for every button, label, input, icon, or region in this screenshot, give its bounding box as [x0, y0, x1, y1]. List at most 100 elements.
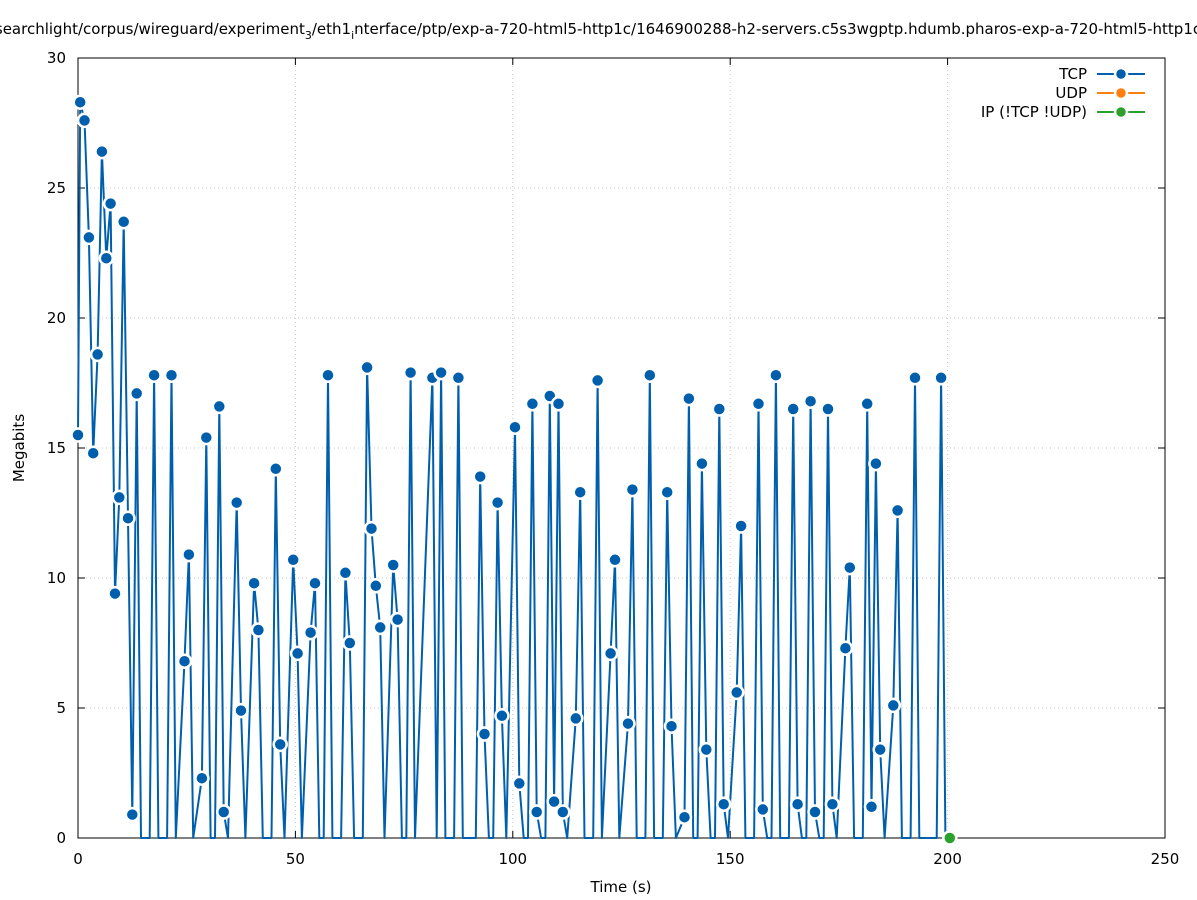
data-point-tcp	[789, 796, 806, 812]
data-point-tcp	[546, 793, 562, 810]
y-tick-label: 10	[47, 569, 66, 587]
data-point-tcp	[450, 370, 467, 386]
x-axis-label: Time (s)	[590, 878, 652, 896]
data-point-tcp	[494, 708, 510, 724]
data-point-tcp	[302, 624, 319, 641]
legend-marker-tcp	[1113, 66, 1129, 82]
data-point-tcp	[285, 552, 301, 568]
data-point-tcp	[768, 367, 784, 383]
data-point-tcp	[663, 718, 680, 734]
x-tick-label: 250	[1151, 850, 1180, 868]
data-point-tcp	[342, 635, 358, 651]
data-point-tcp	[698, 741, 715, 758]
data-point-tcp	[176, 653, 193, 669]
y-tick-label: 25	[47, 179, 66, 197]
data-point-tcp	[433, 364, 449, 381]
data-point-tcp	[602, 645, 619, 662]
x-tick-label: 50	[286, 850, 305, 868]
data-point-tcp	[489, 494, 506, 511]
data-point-tcp	[694, 455, 710, 472]
data-point-tcp	[402, 364, 419, 381]
data-point-tcp	[524, 396, 541, 412]
data-point-tcp	[363, 520, 380, 537]
legend-label-ip-tcp-udp: IP (!TCP !UDP)	[981, 103, 1087, 121]
data-point-tcp	[607, 552, 623, 568]
data-point-tcp	[550, 396, 567, 412]
data-point-tcp	[681, 390, 697, 407]
data-point-tcp	[889, 502, 906, 519]
data-point-tcp	[528, 804, 545, 820]
data-point-tcp	[824, 796, 841, 812]
data-point-tcp	[589, 372, 606, 389]
data-point-tcp	[111, 489, 128, 506]
data-point-tcp	[572, 484, 588, 500]
data-point-tcp	[507, 419, 523, 435]
data-point-tcp	[198, 429, 215, 446]
data-point-ip-tcp-udp	[942, 830, 958, 846]
data-point-tcp	[146, 367, 162, 383]
data-point-tcp	[215, 804, 232, 820]
y-tick-label: 30	[47, 49, 66, 67]
x-tick-label: 200	[933, 850, 962, 868]
data-point-tcp	[337, 565, 354, 581]
data-point-tcp	[750, 396, 767, 412]
chart-title: searchlight/corpus/wireguard/experiment3…	[0, 20, 1197, 42]
data-point-tcp	[820, 401, 836, 417]
y-axis-label: Megabits	[10, 414, 28, 482]
x-tick-label: 150	[716, 850, 745, 868]
data-point-tcp	[102, 195, 119, 212]
data-point-tcp	[907, 370, 923, 386]
data-point-tcp	[555, 804, 571, 820]
data-point-tcp	[568, 710, 584, 727]
y-tick-label: 0	[56, 829, 66, 847]
data-point-tcp	[715, 796, 732, 812]
data-point-tcp	[733, 518, 749, 534]
data-point-tcp	[94, 143, 110, 160]
legend-marker-ip-tcp-udp	[1113, 104, 1129, 120]
data-point-tcp	[163, 367, 180, 383]
data-point-tcp	[802, 393, 819, 409]
data-point-tcp	[837, 640, 854, 656]
data-point-tcp	[85, 445, 101, 461]
x-tick-label: 100	[498, 850, 527, 868]
data-point-tcp	[228, 494, 245, 511]
data-point-tcp	[511, 775, 528, 792]
data-point-tcp	[307, 575, 323, 591]
data-point-tcp	[359, 359, 375, 376]
data-point-tcp	[389, 611, 406, 628]
data-point-tcp	[233, 702, 249, 719]
data-point-tcp	[872, 741, 888, 758]
data-point-tcp	[124, 806, 141, 823]
data-point-tcp	[120, 510, 136, 526]
data-point-tcp	[368, 578, 384, 594]
data-point-tcp	[81, 229, 97, 246]
legend-label-tcp: TCP	[1058, 65, 1087, 83]
data-point-tcp	[659, 484, 675, 500]
data-point-tcp	[842, 559, 858, 576]
data-point-tcp	[289, 645, 306, 662]
data-point-tcp	[320, 367, 336, 383]
data-point-tcp	[211, 398, 228, 415]
data-point-tcp	[868, 455, 884, 472]
data-point-tcp	[128, 385, 145, 402]
y-tick-label: 5	[56, 699, 66, 717]
data-point-tcp	[472, 468, 488, 485]
data-point-tcp	[476, 726, 493, 742]
data-point-tcp	[807, 804, 823, 820]
data-point-tcp	[268, 461, 284, 477]
data-point-tcp	[70, 427, 86, 443]
data-point-tcp	[676, 809, 693, 825]
tick-labels: 0 50 100 150 200 250 0 5 10 15 20 25 30	[47, 49, 1179, 868]
legend-marker-udp	[1113, 85, 1129, 101]
data-point-tcp	[863, 799, 880, 815]
y-tick-label: 20	[47, 309, 66, 327]
data-point-tcp	[89, 346, 106, 363]
data-point-tcp	[107, 585, 123, 602]
data-point-tcp	[728, 684, 745, 701]
data-point-tcp	[246, 575, 262, 591]
data-point-tcp	[194, 770, 210, 786]
series-points	[70, 94, 958, 846]
data-point-tcp	[372, 619, 388, 636]
